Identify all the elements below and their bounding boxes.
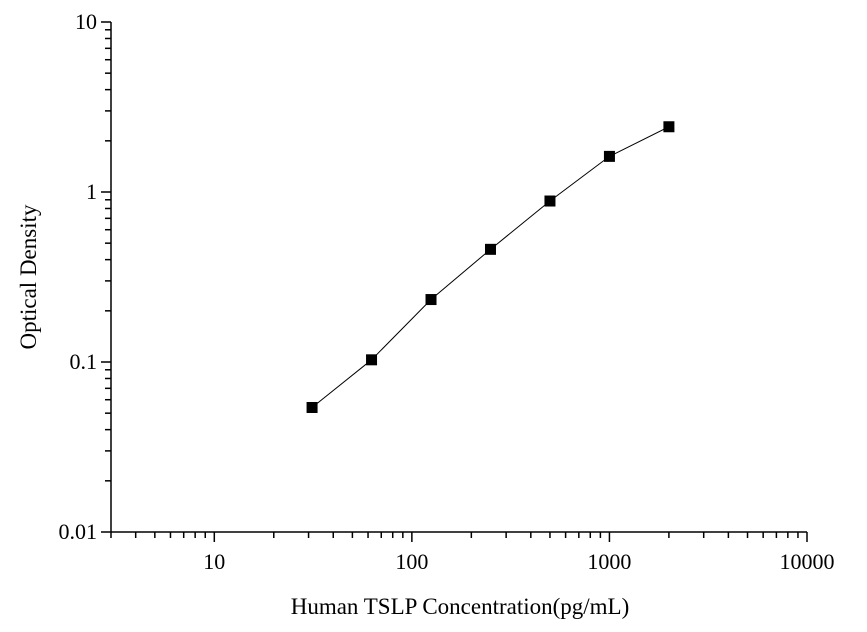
data-point-marker [484,243,496,255]
plot-area: 10 100 1000 10000 0.01 0.1 1 10 [59,9,835,574]
data-point-marker [306,401,318,413]
x-ticks [110,532,808,542]
y-tick-label: 0.1 [70,349,98,374]
x-tick-label: 10000 [780,549,835,574]
y-tick-label: 0.01 [59,519,98,544]
x-tick-label: 1000 [587,549,631,574]
x-axis-label: Human TSLP Concentration(pg/mL) [291,594,630,619]
y-tick-labels: 0.01 0.1 1 10 [59,9,98,544]
x-tick-labels: 10 100 1000 10000 [203,549,834,574]
x-tick-label: 10 [203,549,225,574]
y-tick-label: 1 [86,179,97,204]
data-point-marker [544,195,556,207]
data-point-marker [425,294,437,306]
series-markers [306,121,675,413]
data-point-marker [603,150,615,162]
data-point-marker [366,354,378,366]
y-ticks [101,21,111,533]
y-tick-label: 10 [75,9,97,34]
x-tick-label: 100 [395,549,428,574]
series-line [311,126,670,408]
data-point-marker [663,121,675,133]
y-axis-label: Optical Density [16,204,41,349]
